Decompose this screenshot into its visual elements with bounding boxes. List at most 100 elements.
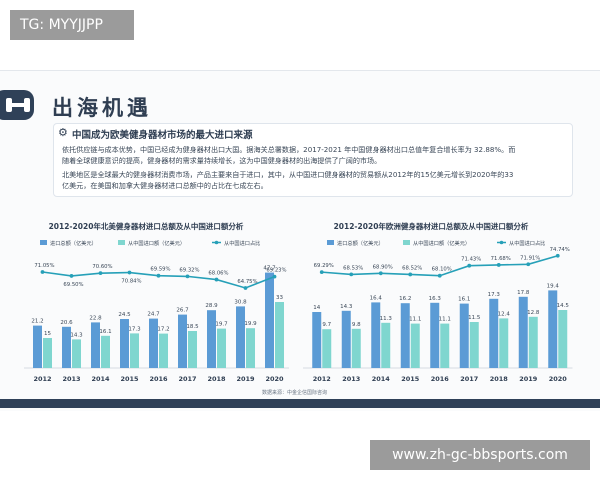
paragraph-1-line-2: 随着全球健康意识的提高，健身器材的需求量持续增长，这为中国健身器材的出海提供了广…	[62, 156, 382, 165]
data-label-china: 16.1	[99, 329, 111, 335]
share-point	[437, 273, 442, 278]
data-label-china: 9.7	[322, 322, 331, 328]
legend-swatch-total	[40, 240, 47, 245]
x-tick-label: 2013	[62, 375, 80, 383]
bar-total	[62, 326, 71, 368]
x-tick-label: 2018	[490, 375, 509, 383]
share-point	[349, 272, 354, 277]
bar-total	[149, 318, 158, 368]
data-label-china: 19.9	[244, 321, 257, 327]
data-label-china: 17.3	[128, 326, 141, 332]
share-point	[319, 270, 324, 275]
bar-china	[322, 329, 332, 368]
bar-china	[528, 316, 538, 368]
x-tick-label: 2013	[342, 375, 360, 383]
share-data-label: 69.32%	[179, 267, 199, 273]
data-label-total: 17.8	[517, 290, 530, 296]
bar-china	[469, 322, 479, 368]
data-label-china: 14.5	[557, 303, 570, 309]
data-label-china: 12.8	[527, 310, 540, 316]
x-tick-label: 2015	[120, 375, 139, 383]
bar-china	[217, 328, 226, 368]
legend-swatch-china	[118, 240, 125, 245]
bar-china	[558, 310, 568, 368]
bar-china	[381, 322, 391, 368]
data-label-total: 26.7	[176, 308, 189, 314]
chart-title: 2012-2020年欧洲健身器材进口总额及从中国进口额分析	[334, 221, 529, 231]
legend-marker-share	[499, 240, 504, 245]
bar-china	[499, 318, 509, 368]
x-tick-label: 2017	[178, 375, 196, 383]
share-point	[127, 270, 132, 275]
legend-swatch-china	[403, 240, 410, 245]
share-point	[98, 271, 103, 276]
legend-label-total: 进口总额（亿美元）	[50, 239, 97, 247]
data-label-china: 11.5	[468, 315, 481, 321]
share-data-label: 68.10%	[432, 267, 452, 273]
share-data-label: 74.74%	[550, 247, 570, 253]
x-tick-label: 2012	[33, 375, 51, 383]
legend-label-china: 从中国进口额（亿美元）	[128, 239, 185, 247]
data-label-total: 16.1	[458, 297, 470, 303]
data-label-china: 12.4	[498, 311, 511, 317]
share-data-label: 69.59%	[150, 267, 170, 273]
share-data-label: 71.05%	[34, 263, 54, 269]
bar-china	[188, 331, 197, 368]
share-data-label: 68.52%	[402, 265, 422, 271]
data-label-total: 47.7	[263, 266, 276, 272]
share-point	[467, 263, 472, 268]
bar-total	[518, 296, 528, 368]
share-data-label: 71.68%	[491, 256, 511, 262]
x-tick-label: 2019	[519, 375, 538, 383]
share-data-label: 70.84%	[121, 279, 141, 285]
data-label-china: 9.8	[352, 322, 361, 328]
bar-china	[72, 339, 81, 368]
share-data-label: 68.53%	[343, 265, 363, 271]
data-label-total: 14	[313, 305, 320, 311]
share-point	[243, 286, 248, 290]
share-point	[272, 274, 277, 279]
data-label-total: 16.4	[370, 295, 383, 301]
data-label-total: 22.8	[89, 315, 102, 321]
share-data-label: 64.75%	[237, 279, 257, 285]
legend-label-total: 进口总额（亿美元）	[337, 239, 384, 247]
bar-total	[91, 322, 100, 368]
paragraph-2-line-2: 亿美元，在美国和加拿大健身器材进口总额中的占比在七成左右。	[62, 181, 268, 190]
data-label-china: 17.2	[157, 327, 169, 333]
bar-total	[430, 302, 440, 368]
share-point	[40, 270, 45, 274]
data-label-china: 33	[276, 295, 283, 301]
dumbbell-logo-icon	[0, 90, 34, 120]
gear-icon: ⚙	[58, 126, 68, 139]
legend-label-china: 从中国进口额（亿美元）	[413, 239, 470, 247]
bar-china	[159, 333, 168, 368]
chart-title: 2012-2020年北美健身器材进口总额及从中国进口额分析	[49, 221, 244, 231]
x-tick-label: 2016	[431, 375, 450, 383]
tag-label: TG: MYYJJPP	[10, 10, 134, 40]
bar-total	[548, 290, 558, 368]
legend-label-share: 从中国进口占比	[224, 239, 260, 247]
bar-total	[400, 303, 410, 368]
bar-total	[178, 314, 187, 368]
x-tick-label: 2015	[401, 375, 420, 383]
x-tick-label: 2016	[149, 375, 168, 383]
bar-china	[351, 328, 361, 368]
share-point	[185, 274, 190, 279]
bar-total	[489, 298, 499, 368]
x-tick-label: 2018	[207, 375, 226, 383]
share-point	[496, 263, 501, 267]
data-label-total: 21.2	[31, 319, 43, 325]
summary-card	[53, 123, 573, 197]
data-label-total: 24.5	[118, 312, 131, 318]
paragraph-2-line-1: 北美地区是全球最大的健身器材消费市场，产品主要来自于进口，其中，从中国进口健身器…	[62, 170, 514, 179]
source-note: 数据来源：中金企信国际咨询	[262, 390, 328, 396]
data-label-total: 14.3	[340, 304, 353, 310]
data-label-total: 20.6	[60, 320, 73, 326]
share-data-label: 69.50%	[63, 282, 83, 288]
data-label-china: 19.7	[215, 322, 228, 328]
bar-china	[246, 328, 255, 368]
card-title: 中国成为欧美健身器材市场的最大进口来源	[72, 130, 253, 141]
x-tick-label: 2019	[236, 375, 255, 383]
data-label-china: 15	[44, 331, 51, 337]
bar-total	[341, 310, 351, 368]
